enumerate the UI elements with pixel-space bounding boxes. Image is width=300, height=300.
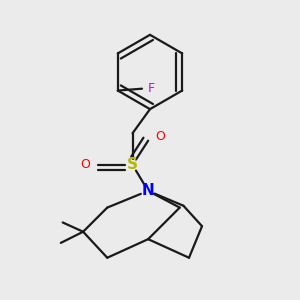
Text: S: S (127, 158, 138, 172)
Text: F: F (148, 82, 155, 95)
Text: N: N (142, 183, 155, 198)
Text: O: O (80, 158, 90, 171)
Text: O: O (155, 130, 165, 143)
